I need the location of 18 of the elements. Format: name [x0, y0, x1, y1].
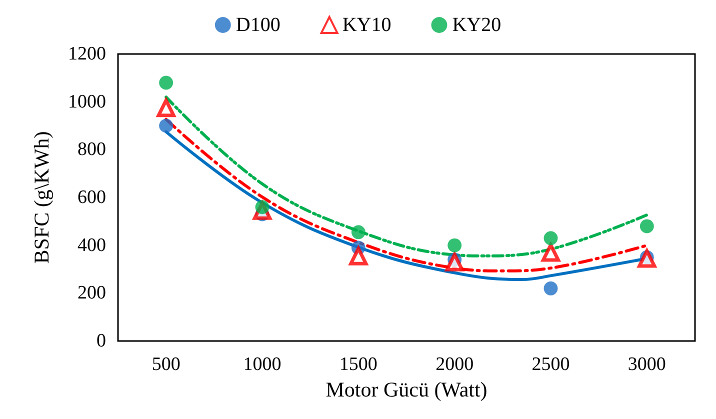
- x-tick-label: 500: [152, 354, 180, 375]
- x-tick-label: 2500: [532, 354, 570, 375]
- y-axis-title: BSFC (g\KWh): [30, 131, 54, 264]
- y-tick-label: 1200: [68, 44, 106, 64]
- legend-label: KY10: [342, 14, 392, 36]
- y-tick-label: 600: [78, 187, 106, 208]
- y-tick-label: 0: [96, 330, 106, 352]
- y-tick-label: 400: [78, 234, 106, 256]
- x-tick-label: 1500: [339, 354, 378, 375]
- x-tick-label: 2000: [436, 354, 474, 375]
- x-tick-label: 1000: [243, 354, 282, 375]
- x-axis-title: Motor Gücü (Watt): [326, 377, 488, 402]
- x-tick-label: 3000: [628, 354, 666, 375]
- y-tick-label: 800: [78, 139, 106, 160]
- legend-label: D100: [236, 14, 280, 36]
- legend-label: KY20: [452, 14, 502, 36]
- y-tick-label: 1000: [68, 91, 106, 112]
- y-tick-label: 200: [78, 282, 106, 304]
